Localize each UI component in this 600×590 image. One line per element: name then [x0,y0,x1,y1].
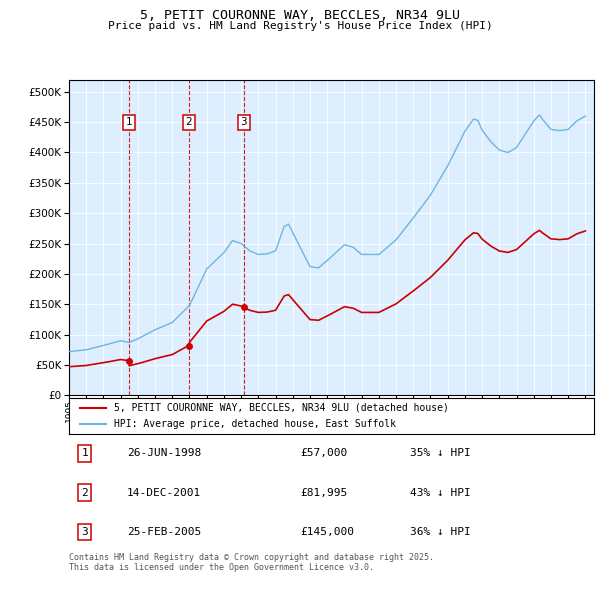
Text: 26-JUN-1998: 26-JUN-1998 [127,448,201,458]
Text: 14-DEC-2001: 14-DEC-2001 [127,488,201,497]
Text: Price paid vs. HM Land Registry's House Price Index (HPI): Price paid vs. HM Land Registry's House … [107,21,493,31]
Text: 2: 2 [82,488,88,497]
Text: 36% ↓ HPI: 36% ↓ HPI [410,527,471,537]
Text: 43% ↓ HPI: 43% ↓ HPI [410,488,471,497]
Text: £57,000: £57,000 [300,448,347,458]
Text: 35% ↓ HPI: 35% ↓ HPI [410,448,471,458]
Text: 1: 1 [126,117,133,127]
Text: Contains HM Land Registry data © Crown copyright and database right 2025.
This d: Contains HM Land Registry data © Crown c… [69,553,434,572]
Text: 1: 1 [82,448,88,458]
Text: £81,995: £81,995 [300,488,347,497]
Text: 5, PETIT COURONNE WAY, BECCLES, NR34 9LU (detached house): 5, PETIT COURONNE WAY, BECCLES, NR34 9LU… [113,403,449,413]
Text: 2: 2 [185,117,192,127]
Text: £145,000: £145,000 [300,527,354,537]
Text: 3: 3 [82,527,88,537]
Text: 3: 3 [241,117,247,127]
Text: 5, PETIT COURONNE WAY, BECCLES, NR34 9LU: 5, PETIT COURONNE WAY, BECCLES, NR34 9LU [140,9,460,22]
Text: 25-FEB-2005: 25-FEB-2005 [127,527,201,537]
Text: HPI: Average price, detached house, East Suffolk: HPI: Average price, detached house, East… [113,419,395,429]
